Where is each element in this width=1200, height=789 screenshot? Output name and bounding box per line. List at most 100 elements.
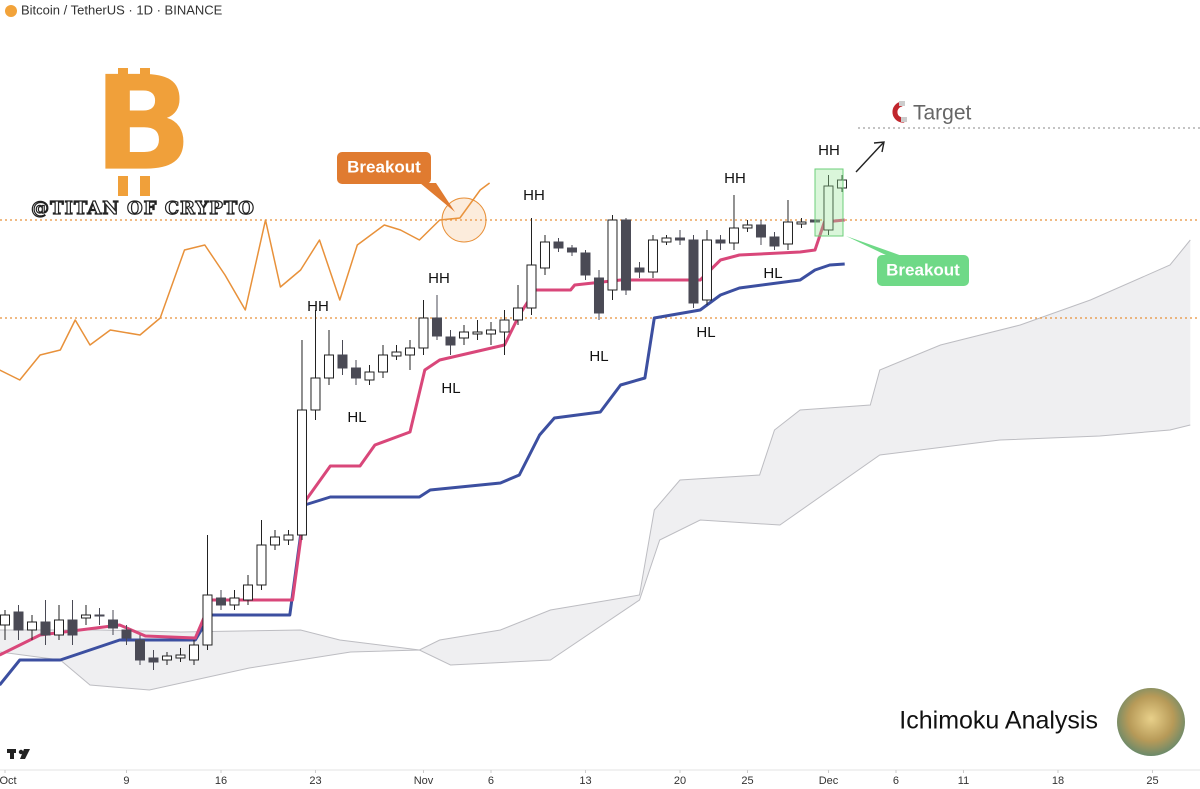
candle-body	[283, 534, 294, 541]
x-tick-label: 25	[741, 775, 753, 787]
avatar	[1117, 688, 1185, 756]
candle-body	[296, 409, 307, 536]
hh-label: HH	[307, 298, 329, 315]
candle-body	[823, 185, 834, 231]
cloud-edge	[0, 239, 1191, 651]
bitcoin-logo: B	[93, 48, 192, 200]
candle-body	[269, 536, 280, 546]
x-tick-label: 25	[1146, 775, 1158, 787]
footer-title: Ichimoku Analysis	[899, 707, 1098, 735]
candle-body	[445, 336, 456, 346]
x-tick-label: 23	[309, 775, 321, 787]
candle-body	[350, 367, 361, 379]
x-tick-label: Nov	[414, 775, 434, 787]
candle-body	[769, 236, 780, 247]
callout-pointer	[846, 236, 905, 257]
line-series	[0, 218, 845, 657]
candle-body	[94, 614, 105, 617]
candle-body	[472, 331, 483, 335]
x-tick-label: 20	[674, 775, 686, 787]
x-tick-label: Dec	[819, 775, 839, 787]
candle-body	[701, 239, 712, 301]
x-tick-label: 18	[1052, 775, 1064, 787]
hh-label: HH	[428, 270, 450, 287]
candle-body	[391, 351, 402, 357]
hl-label: HL	[589, 348, 608, 365]
line-series	[0, 182, 491, 381]
logo-bar	[118, 68, 128, 88]
target-label: Target	[913, 102, 972, 125]
candle-body	[364, 371, 375, 381]
callout-text: Breakout	[347, 157, 421, 176]
candle-body	[715, 239, 726, 244]
cloud-fill	[0, 240, 1191, 690]
candle-body	[458, 331, 469, 339]
candle-body	[566, 247, 577, 253]
candle-body	[67, 619, 78, 636]
candle-body	[485, 329, 496, 335]
candle-body	[107, 619, 118, 629]
candle-body	[661, 237, 672, 243]
candle-body	[121, 629, 132, 639]
candle-body	[256, 544, 267, 586]
candle-body	[728, 227, 739, 244]
candle-body	[580, 252, 591, 276]
callout-box	[337, 152, 431, 184]
candle-body	[620, 219, 631, 291]
x-tick-label: 6	[893, 775, 899, 787]
candle-body	[134, 639, 145, 661]
candle-body	[337, 354, 348, 369]
chart-title: Bitcoin / TetherUS · 1D · BINANCE	[21, 2, 223, 17]
candle-body	[377, 354, 388, 373]
candle-body	[202, 594, 213, 646]
logo-letter: B	[93, 48, 192, 200]
plot-area	[0, 127, 1200, 691]
candle-body	[607, 219, 618, 291]
candle-body	[499, 319, 510, 333]
callout-box	[877, 255, 969, 286]
candle-body	[553, 241, 564, 249]
x-tick-label: 6	[488, 775, 494, 787]
candle-body	[26, 621, 37, 631]
candle-body	[836, 179, 847, 189]
candle-body	[175, 654, 186, 659]
target-arrow	[855, 141, 885, 173]
x-tick-label: 9	[123, 775, 129, 787]
hh-label: HH	[523, 187, 545, 204]
candle-body	[242, 584, 253, 601]
highlight-box	[814, 168, 844, 237]
candle-body	[40, 621, 51, 636]
logo-bar	[140, 176, 150, 196]
candle-body	[53, 619, 64, 636]
candle-body	[593, 277, 604, 314]
watermark: @TITAN OF CRYPTO	[31, 198, 255, 219]
magnet-icon	[892, 101, 907, 123]
candle-body	[418, 317, 429, 349]
callout-text: Breakout	[886, 260, 960, 279]
candle-body	[431, 317, 442, 337]
candle-body	[755, 224, 766, 238]
hl-label: HL	[763, 265, 782, 282]
hl-label: HL	[347, 409, 366, 426]
breakout-callout-left: Breakout	[337, 152, 487, 243]
candle-body	[161, 655, 172, 661]
candle-body	[215, 597, 226, 606]
swing-labels: HH HH HH HH HH HL HL HL HL HL	[307, 142, 840, 426]
candle-body	[0, 614, 10, 626]
candle-body	[13, 611, 24, 631]
cloud-edge	[0, 424, 1191, 691]
hl-label: HL	[441, 380, 460, 397]
logo-bar	[118, 176, 128, 196]
candle-body	[323, 354, 334, 379]
candle-body	[80, 614, 91, 619]
candle-body	[188, 644, 199, 661]
x-tick-label: 13	[579, 775, 591, 787]
candle-body	[404, 347, 415, 356]
candle-body	[526, 264, 537, 309]
hh-label: HH	[818, 142, 840, 159]
hl-label: HL	[696, 324, 715, 341]
candle-body	[229, 597, 240, 606]
candle-body	[674, 237, 685, 241]
